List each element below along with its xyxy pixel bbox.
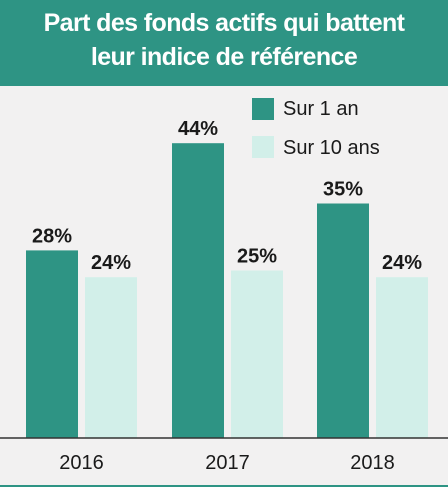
- bar-2018-sur-10-ans: [376, 277, 428, 438]
- x-tick-label-2018: 2018: [350, 452, 395, 474]
- data-label-2016-sur-1-an: 28%: [32, 225, 72, 247]
- x-tick-label-2017: 2017: [205, 452, 250, 474]
- data-label-2016-sur-10-ans: 24%: [91, 252, 131, 274]
- chart-header: Part des fonds actifs qui battent leur i…: [0, 0, 448, 86]
- bar-2016-sur-1-an: [26, 250, 78, 438]
- chart-title-line-1: Part des fonds actifs qui battent: [43, 9, 405, 37]
- data-label-2018-sur-1-an: 35%: [323, 179, 363, 201]
- legend-swatch-sur-1-an: [252, 98, 274, 120]
- legend-label-sur-1-an: Sur 1 an: [283, 98, 359, 120]
- bar-2017-sur-10-ans: [231, 270, 283, 438]
- data-label-2017-sur-10-ans: 25%: [237, 246, 277, 268]
- x-tick-label-2016: 2016: [59, 452, 104, 474]
- bar-2016-sur-10-ans: [85, 277, 137, 438]
- bar-2017-sur-1-an: [172, 143, 224, 438]
- legend-swatch-sur-10-ans: [252, 136, 274, 158]
- legend-label-sur-10-ans: Sur 10 ans: [283, 137, 380, 159]
- chart-title-line-2: leur indice de référence: [90, 43, 358, 71]
- data-label-2017-sur-1-an: 44%: [178, 118, 218, 140]
- bar-2018-sur-1-an: [317, 203, 369, 438]
- data-label-2018-sur-10-ans: 24%: [382, 252, 422, 274]
